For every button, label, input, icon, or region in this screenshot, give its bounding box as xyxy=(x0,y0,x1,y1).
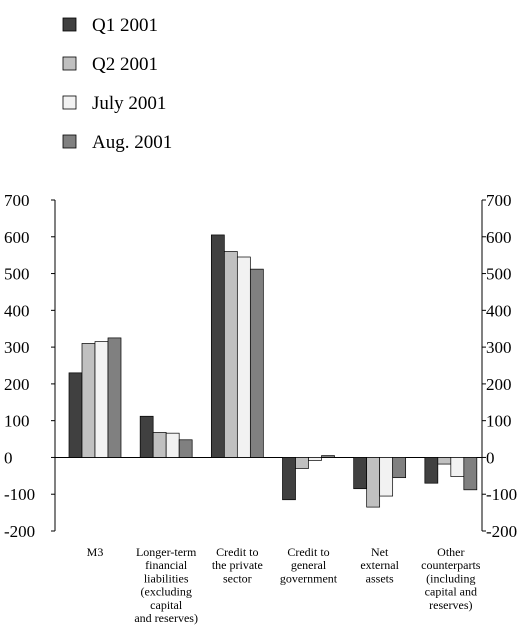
legend-swatch xyxy=(62,56,77,71)
category-label: (excluding xyxy=(141,585,192,599)
bar xyxy=(353,457,368,490)
bar xyxy=(165,432,180,458)
category-label: and reserves) xyxy=(134,611,198,625)
category-label: capital xyxy=(150,598,183,612)
right-tick-label: 400 xyxy=(486,301,512,320)
right-tick-label: 0 xyxy=(486,448,495,467)
left-tick-label: 500 xyxy=(4,265,30,284)
bar xyxy=(463,457,478,491)
legend-label: Q2 2001 xyxy=(92,54,158,75)
bar xyxy=(68,372,83,458)
legend-label: Q1 2001 xyxy=(92,15,158,36)
right-tick-label: 200 xyxy=(486,375,512,394)
left-tick-label: 400 xyxy=(4,301,30,320)
category-label: liabilities xyxy=(144,571,189,585)
category-label: the private xyxy=(212,558,263,572)
bar xyxy=(107,337,122,458)
category-label: Longer-term xyxy=(136,545,197,559)
category-label: assets xyxy=(366,571,394,585)
right-tick-label: 100 xyxy=(486,412,512,431)
category-label: reserves) xyxy=(429,598,472,612)
category-label: Credit to xyxy=(216,545,258,559)
bar xyxy=(236,256,251,458)
bar xyxy=(282,457,296,501)
right-tick-label: 700 xyxy=(486,191,512,210)
legend-swatch xyxy=(62,134,77,149)
bar xyxy=(210,234,225,458)
category-label: financial xyxy=(145,558,188,572)
legend-label: Aug. 2001 xyxy=(92,132,172,153)
bar xyxy=(308,457,322,461)
left-tick-label: 700 xyxy=(4,191,30,210)
bar xyxy=(81,343,96,458)
left-tick-label: 100 xyxy=(4,412,30,431)
left-tick-label: -200 xyxy=(4,522,35,541)
left-tick-label: 300 xyxy=(4,338,30,357)
right-tick-label: -100 xyxy=(486,485,517,504)
bar xyxy=(152,432,167,458)
bar xyxy=(139,415,154,458)
legend-swatch xyxy=(62,95,77,110)
category-label: external xyxy=(360,558,399,572)
bar xyxy=(178,439,193,458)
bar xyxy=(94,341,109,458)
bar xyxy=(223,251,238,458)
category-label: Other xyxy=(437,545,464,559)
bar xyxy=(366,457,381,508)
category-label: sector xyxy=(223,571,252,585)
bars xyxy=(68,234,478,508)
left-tick-label: -100 xyxy=(4,485,35,504)
category-label: Credit to xyxy=(287,545,329,559)
category-label: Net xyxy=(371,545,389,559)
category-label: M3 xyxy=(87,545,104,559)
bar xyxy=(450,457,465,477)
bar xyxy=(437,457,452,465)
left-tick-label: 600 xyxy=(4,228,30,247)
right-tick-label: 300 xyxy=(486,338,512,357)
legend: Q1 2001 Q2 2001 July 2001 Aug. 2001 xyxy=(62,15,172,153)
legend-swatch xyxy=(62,17,77,32)
category-labels: M3 Longer-termfinancialliabilities(exclud… xyxy=(87,545,481,625)
right-tick-label: -200 xyxy=(486,522,517,541)
bar xyxy=(392,457,407,479)
bar xyxy=(321,455,335,458)
right-tick-label: 600 xyxy=(486,228,512,247)
category-label: (including xyxy=(426,571,475,585)
left-tick-label: 0 xyxy=(4,448,13,467)
right-tick-label: 500 xyxy=(486,265,512,284)
category-label: counterparts xyxy=(421,558,481,572)
category-label: general xyxy=(291,558,327,572)
category-label: government xyxy=(280,571,338,585)
bar xyxy=(424,457,439,484)
legend-label: July 2001 xyxy=(92,93,166,114)
bar xyxy=(249,268,264,458)
bar xyxy=(295,457,309,469)
category-label: capital and xyxy=(425,585,477,599)
bar xyxy=(379,457,394,497)
left-tick-label: 200 xyxy=(4,375,30,394)
axes: -200 -200 -100 -100 0 0 100 100 200 200 300 300 400 4… xyxy=(4,191,517,541)
